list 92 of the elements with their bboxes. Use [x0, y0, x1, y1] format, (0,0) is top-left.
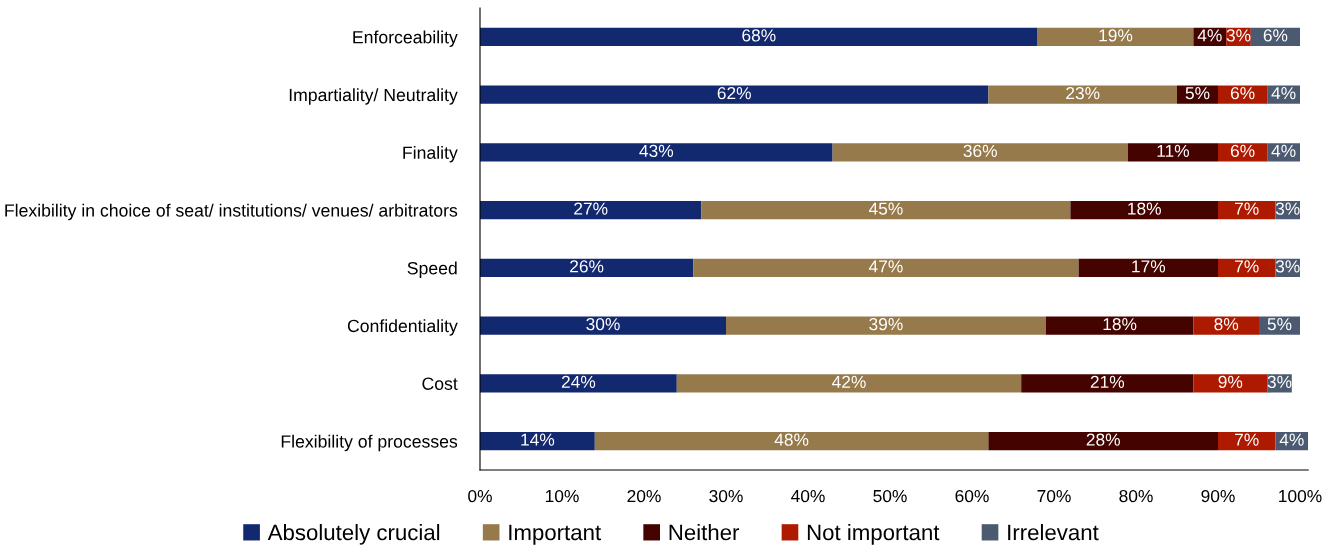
bar — [1193, 316, 1259, 335]
data-label: 24% — [561, 375, 596, 388]
x-tick-label: 80% — [1119, 489, 1153, 503]
y-tick-label: Finality — [403, 145, 458, 163]
data-label: 18% — [1128, 202, 1161, 215]
data-label: 30% — [586, 317, 620, 331]
data-label: 26% — [570, 260, 604, 273]
data-label: 4% — [1271, 144, 1296, 157]
data-label: 23% — [1066, 86, 1100, 100]
data-label: 42% — [832, 375, 866, 388]
x-tick-label: 10% — [545, 489, 579, 503]
x-tick-label: 0% — [468, 489, 492, 503]
data-label: 39% — [869, 317, 903, 331]
data-label: 7% — [1235, 202, 1259, 215]
data-label: 11% — [1157, 144, 1190, 157]
data-label: 7% — [1235, 260, 1259, 273]
bar — [701, 200, 1071, 220]
bar — [726, 316, 1046, 335]
data-label: 28% — [1086, 433, 1120, 446]
bar — [1037, 27, 1194, 47]
y-tick-label: Confidentiality — [347, 319, 458, 336]
bar — [1218, 143, 1268, 162]
data-label: 3% — [1275, 202, 1300, 215]
bar — [693, 258, 1079, 278]
data-label: 36% — [963, 144, 997, 158]
legend-label: Important — [509, 524, 601, 545]
bar — [988, 85, 1177, 104]
data-label: 21% — [1090, 375, 1125, 388]
bar — [480, 200, 702, 220]
bar — [1021, 374, 1194, 393]
bar — [676, 374, 1022, 393]
data-label: 27% — [574, 202, 608, 215]
data-label: 6% — [1230, 86, 1255, 100]
x-tick-label: 90% — [1201, 489, 1235, 503]
bar — [1259, 316, 1300, 335]
data-label: 3% — [1275, 260, 1300, 273]
bar — [480, 85, 989, 104]
data-label: 4% — [1271, 87, 1296, 100]
data-label: 4% — [1279, 433, 1304, 446]
x-tick-label: 70% — [1037, 489, 1071, 503]
x-tick-label: 50% — [873, 489, 907, 503]
y-tick-label: Enforceability — [353, 30, 458, 47]
bar — [480, 374, 677, 393]
bar — [1127, 143, 1218, 162]
data-label: 19% — [1099, 29, 1133, 42]
data-label: 3% — [1267, 375, 1292, 389]
data-label: 45% — [868, 202, 903, 215]
data-label: 62% — [717, 86, 751, 100]
data-label: 6% — [1230, 144, 1255, 158]
x-tick-label: 100% — [1279, 489, 1322, 503]
legend-label: Not important — [807, 523, 940, 545]
bar — [480, 143, 833, 162]
x-tick-label: 20% — [627, 489, 661, 503]
data-label: 3% — [1226, 29, 1251, 42]
data-label: 4% — [1197, 29, 1222, 42]
x-tick-label: 60% — [955, 489, 989, 503]
data-label: 48% — [774, 433, 809, 446]
data-label: 8% — [1214, 317, 1239, 331]
bar — [988, 431, 1218, 451]
bar — [832, 143, 1128, 162]
data-label: 17% — [1132, 260, 1166, 273]
bar — [1078, 258, 1218, 278]
x-tick-label: 40% — [791, 489, 825, 503]
bar — [1193, 374, 1268, 393]
bar — [480, 316, 726, 335]
data-label: 68% — [742, 29, 776, 42]
bar — [480, 258, 694, 278]
legend-label: Absolutely crucial — [267, 523, 440, 545]
y-tick-label: Cost — [422, 377, 458, 390]
data-label: 5% — [1267, 318, 1292, 331]
data-label: 43% — [639, 144, 674, 158]
data-label: 18% — [1103, 317, 1137, 331]
data-label: 47% — [868, 260, 903, 273]
x-tick-label: 30% — [709, 489, 743, 503]
data-label: 6% — [1263, 29, 1288, 42]
bar — [480, 27, 1038, 47]
data-label: 5% — [1185, 87, 1210, 100]
data-label: 9% — [1218, 375, 1243, 389]
bar — [594, 431, 989, 451]
y-tick-label: Flexibility in choice of seat/ institutions/ venues/ arbitrators — [5, 203, 458, 221]
legend-label: Irrelevant — [1008, 523, 1099, 541]
legend-label: Neither — [669, 523, 740, 541]
y-tick-label: Impartiality/ Neutrality — [289, 88, 458, 105]
bar — [480, 431, 595, 451]
bar — [1177, 85, 1218, 104]
data-label: 14% — [521, 433, 555, 446]
bar — [1070, 200, 1218, 220]
bar — [1045, 316, 1194, 335]
bar — [1218, 85, 1268, 104]
y-tick-label: Speed — [407, 261, 457, 278]
data-label: 7% — [1235, 433, 1259, 446]
y-tick-label: Flexibility of processes — [281, 434, 458, 452]
